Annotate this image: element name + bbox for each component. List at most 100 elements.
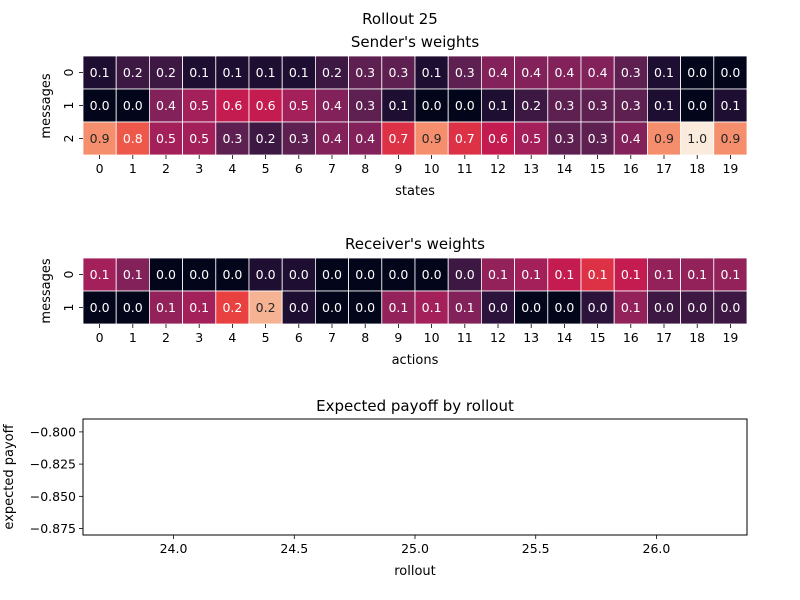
heatmap-cell-label: 0.2 — [123, 65, 143, 80]
heatmap-cell — [713, 55, 748, 90]
heatmap-cell — [381, 55, 416, 90]
heatmap-cell — [547, 257, 582, 292]
receiver-heatmap-y-label: messages — [39, 258, 54, 323]
heatmap-cell-label: 0.0 — [355, 300, 375, 315]
heatmap-cell-label: 0.2 — [222, 300, 242, 315]
sender-heatmap-cells: 0.1 0.2 0.2 0.1 0.1 0.1 0.1 0.2 0.3 0.3 0.1 0.3 0.4 0… — [82, 55, 748, 156]
heatmap-cell — [547, 121, 582, 156]
x-tick-label: 19 — [722, 330, 738, 345]
heatmap-cell — [514, 55, 549, 90]
x-tick-label: 2 — [162, 330, 170, 345]
x-tick-label: 19 — [722, 161, 738, 176]
sender-heatmap-title: Sender's weights — [351, 33, 479, 51]
expected-payoff-plot: Expected payoff by rollout 24.0 24.5 25.0 2… — [2, 397, 748, 579]
x-tick-label: 1 — [129, 161, 137, 176]
x-tick-label: 14 — [556, 330, 572, 345]
y-tick-label: −0.850 — [30, 489, 76, 504]
payoff-plot-x-label: rollout — [394, 564, 436, 579]
x-tick-label: 16 — [623, 330, 639, 345]
heatmap-cell — [580, 121, 615, 156]
heatmap-cell — [115, 257, 150, 292]
heatmap-cell-label: 0.1 — [488, 98, 508, 113]
heatmap-cell-label: 0.0 — [687, 300, 707, 315]
heatmap-cell-label: 0.1 — [654, 98, 674, 113]
x-tick-label: 6 — [295, 330, 303, 345]
x-tick-label: 24.0 — [160, 541, 188, 556]
payoff-plot-title: Expected payoff by rollout — [316, 397, 514, 415]
heatmap-cell-label: 0.0 — [222, 267, 242, 282]
heatmap-cell-label: 0.0 — [554, 300, 574, 315]
x-tick-label: 9 — [394, 330, 402, 345]
heatmap-cell-label: 0.0 — [654, 300, 674, 315]
heatmap-cell — [281, 121, 316, 156]
x-tick-label: 17 — [656, 161, 672, 176]
heatmap-cell — [82, 290, 117, 325]
x-tick-label: 24.5 — [280, 541, 308, 556]
heatmap-cell-label: 0.5 — [189, 131, 209, 146]
heatmap-cell — [414, 121, 449, 156]
heatmap-cell-label: 0.1 — [654, 65, 674, 80]
y-tick-label: 0 — [61, 270, 76, 278]
y-tick-label: −0.800 — [30, 424, 76, 439]
heatmap-cell — [414, 88, 449, 123]
receiver-heatmap-cells: 0.1 0.1 0.0 0.0 0.0 0.0 0.0 0.0 0.0 0.0 0.0 0.0 0.1 0… — [82, 257, 748, 325]
heatmap-cell — [647, 257, 682, 292]
heatmap-cell-label: 0.3 — [455, 65, 475, 80]
y-tick-label: 1 — [61, 304, 76, 312]
heatmap-cell-label: 0.0 — [189, 267, 209, 282]
heatmap-cell-label: 0.0 — [488, 300, 508, 315]
x-tick-label: 1 — [129, 330, 137, 345]
heatmap-cell — [148, 257, 183, 292]
payoff-plot-y-ticks: −0.800 −0.825 −0.850 −0.875 — [30, 424, 83, 536]
heatmap-cell-label: 0.1 — [388, 300, 408, 315]
heatmap-cell-label: 0.0 — [687, 65, 707, 80]
x-tick-label: 17 — [656, 330, 672, 345]
heatmap-cell-label: 0.4 — [156, 98, 176, 113]
heatmap-cell-label: 0.4 — [554, 65, 574, 80]
heatmap-cell-label: 0.9 — [654, 131, 674, 146]
heatmap-cell-label: 0.1 — [90, 65, 110, 80]
heatmap-cell — [148, 88, 183, 123]
x-tick-label: 26.0 — [643, 541, 671, 556]
x-tick-label: 0 — [96, 161, 104, 176]
heatmap-cell-label: 0.0 — [720, 65, 740, 80]
heatmap-cell-label: 0.4 — [322, 98, 342, 113]
heatmap-cell — [215, 290, 250, 325]
x-tick-label: 7 — [328, 330, 336, 345]
heatmap-cell — [680, 55, 715, 90]
heatmap-cell-label: 0.1 — [687, 267, 707, 282]
heatmap-cell-label: 0.6 — [222, 98, 242, 113]
heatmap-cell-label: 0.3 — [355, 98, 375, 113]
heatmap-cell — [447, 55, 482, 90]
heatmap-cell-label: 0.0 — [289, 300, 309, 315]
heatmap-cell — [547, 290, 582, 325]
heatmap-cell-label: 0.3 — [554, 131, 574, 146]
heatmap-cell-label: 0.2 — [256, 131, 276, 146]
heatmap-cell-label: 0.3 — [355, 65, 375, 80]
heatmap-cell — [82, 88, 117, 123]
x-tick-label: 3 — [195, 161, 203, 176]
heatmap-cell — [215, 121, 250, 156]
heatmap-cell-label: 0.6 — [488, 131, 508, 146]
x-tick-label: 5 — [262, 161, 270, 176]
x-tick-label: 7 — [328, 161, 336, 176]
heatmap-cell — [348, 121, 383, 156]
figure-title: Rollout 25 — [362, 10, 438, 28]
heatmap-cell — [248, 121, 283, 156]
heatmap-cell-label: 0.7 — [388, 131, 408, 146]
payoff-plot-frame — [82, 418, 748, 536]
y-tick-label: 1 — [61, 102, 76, 110]
heatmap-cell-label: 0.1 — [388, 98, 408, 113]
sender-heatmap-y-label: messages — [39, 73, 54, 138]
heatmap-cell — [348, 257, 383, 292]
heatmap-cell-label: 0.4 — [521, 65, 541, 80]
x-tick-label: 15 — [590, 161, 606, 176]
payoff-plot-x-ticks: 24.0 24.5 25.0 25.5 26.0 — [160, 535, 671, 556]
heatmap-cell — [115, 290, 150, 325]
heatmap-cell-label: 0.3 — [621, 98, 641, 113]
heatmap-cell-label: 0.9 — [422, 131, 442, 146]
heatmap-cell-label: 0.5 — [156, 131, 176, 146]
x-tick-label: 25.5 — [522, 541, 550, 556]
heatmap-cell-label: 0.1 — [455, 300, 475, 315]
heatmap-cell-label: 0.4 — [355, 131, 375, 146]
